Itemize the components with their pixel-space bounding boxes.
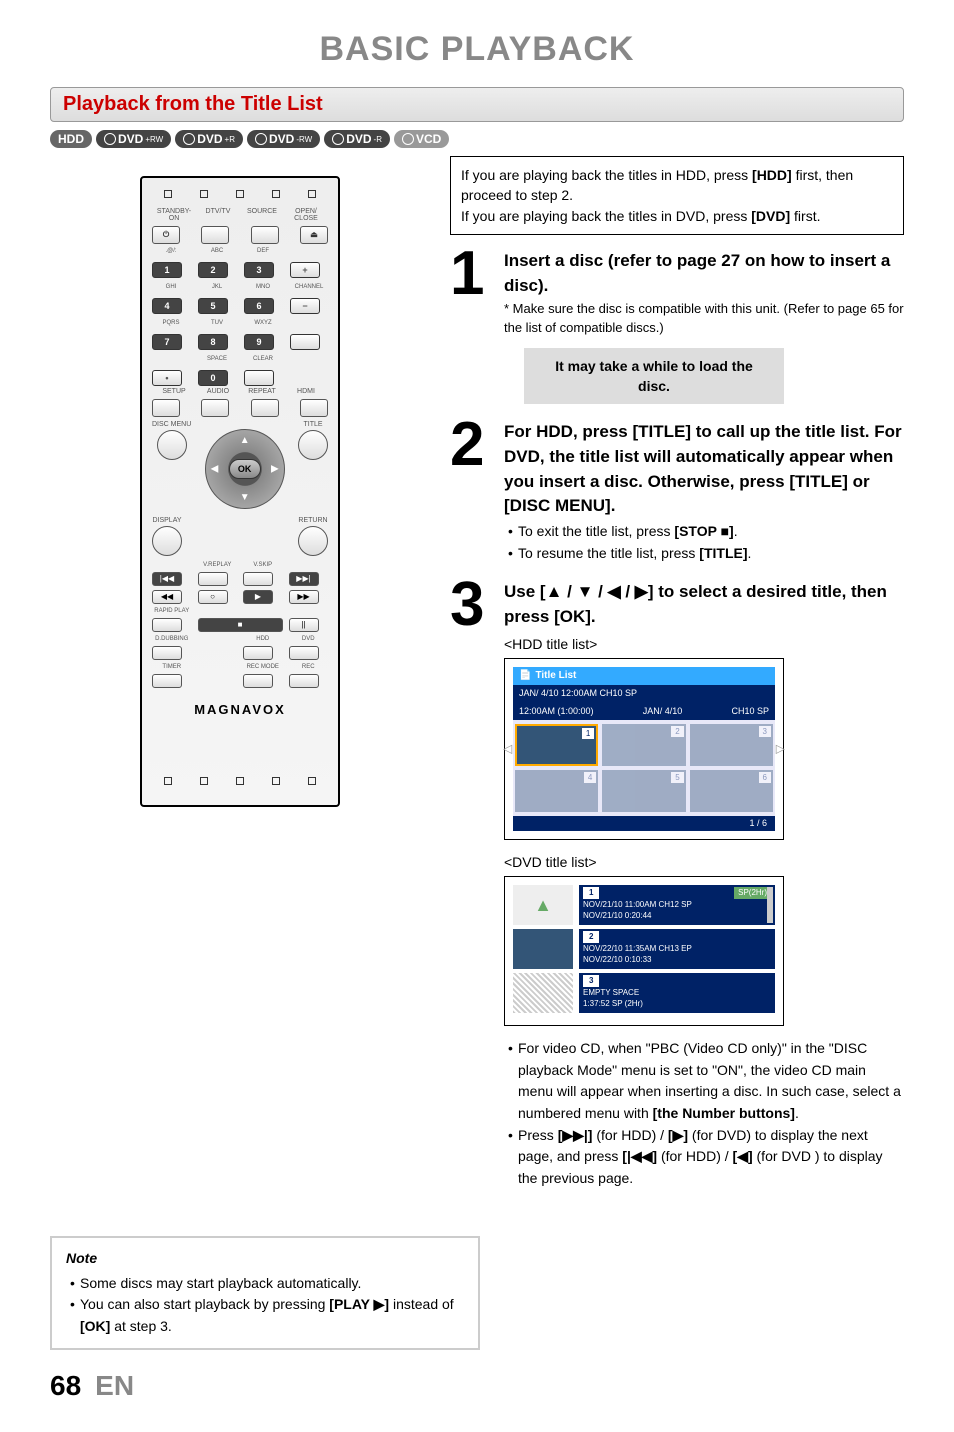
badge-dvd-plusr: DVD+R [175, 130, 243, 148]
source-button [251, 226, 279, 244]
remote-label: STANDBY-ON [152, 208, 196, 222]
title-cell: 6 [690, 770, 773, 812]
hdd-title-list: ◁▷ 📄 Title List JAN/ 4/10 12:00AM CH10 S… [504, 658, 784, 840]
page-number: 68 [50, 1370, 81, 1402]
step-heading: Use [▲ / ▼ / ◀ / ▶] to select a desired … [504, 580, 904, 629]
dvd-thumb [513, 929, 573, 969]
badge-dvd-minusr: DVD-R [324, 130, 390, 148]
note-bullet: Some discs may start playback automatica… [70, 1273, 464, 1295]
eject-button: ⏏ [300, 226, 328, 244]
dvd-titlelist-label: <DVD title list> [504, 852, 904, 872]
step-bullet: For video CD, when "PBC (Video CD only)"… [508, 1038, 904, 1125]
title-cell: 3 [690, 724, 773, 766]
dvd-list-row: 2 NOV/22/10 11:35AM CH13 EPNOV/22/10 0:1… [579, 929, 775, 969]
page-title: BASIC PLAYBACK [50, 30, 904, 69]
title-cell: 5 [602, 770, 685, 812]
step-heading: Insert a disc (refer to page 27 on how t… [504, 249, 904, 298]
note-title: Note [66, 1248, 464, 1269]
step-2: 2 For HDD, press [TITLE] to call up the … [450, 420, 904, 564]
step-bullet: To resume the title list, press [TITLE]. [508, 543, 904, 565]
title-cell: 2 [602, 724, 685, 766]
hdd-titlelist-label: <HDD title list> [504, 634, 904, 654]
badge-dvd-minusrw: DVD-RW [247, 130, 320, 148]
dvd-thumb-empty [513, 973, 573, 1013]
step-number: 3 [450, 580, 500, 1189]
badge-dvd-plusrw: DVD+RW [96, 130, 171, 148]
page-footer: 68 EN [50, 1370, 904, 1402]
dvd-list-row: 3 EMPTY SPACE1:37:52 SP (2Hr) [579, 973, 775, 1013]
title-cell: 1 [515, 724, 598, 766]
step-bullet: To exit the title list, press [STOP ■]. [508, 521, 904, 543]
dtv-button [201, 226, 229, 244]
remote-label: OPEN/ CLOSE [284, 208, 328, 222]
step-subtext: * Make sure the disc is compatible with … [504, 300, 904, 338]
badge-hdd: HDD [50, 130, 92, 148]
dvd-title-list: ▲ 1SP(2Hr) NOV/21/10 11:00AM CH12 SPNOV/… [504, 876, 784, 1026]
dpad: ▲▼◀▶ OK [205, 429, 285, 509]
disc-menu-button [157, 430, 187, 460]
title-list-pager: 1 / 6 [513, 816, 775, 831]
remote-keypad: .@/:ABCDEF 123+ GHIJKLMNOCHANNEL 456− PQ… [152, 248, 328, 386]
media-badges: HDD DVD+RW DVD+R DVD-RW DVD-R VCD [50, 130, 904, 148]
step-1: 1 Insert a disc (refer to page 27 on how… [450, 249, 904, 405]
load-callout: It may take a while to load the disc. [524, 348, 784, 405]
title-button [298, 430, 328, 460]
badge-vcd: VCD [394, 130, 449, 148]
return-button [298, 526, 328, 556]
title-cell: 4 [515, 770, 598, 812]
dvd-list-row: 1SP(2Hr) NOV/21/10 11:00AM CH12 SPNOV/21… [579, 885, 775, 925]
step-3: 3 Use [▲ / ▼ / ◀ / ▶] to select a desire… [450, 580, 904, 1189]
remote-illustration: STANDBY-ON DTV/TV SOURCE OPEN/ CLOSE ⏻ ⏏… [140, 176, 340, 807]
ok-button: OK [229, 459, 261, 479]
remote-label: DTV/TV [196, 208, 240, 222]
display-button [152, 526, 182, 556]
step-bullet: Press [▶▶|] (for HDD) / [▶] (for DVD) to… [508, 1125, 904, 1190]
standby-button: ⏻ [152, 226, 180, 244]
eject-icon: ▲ [513, 885, 573, 925]
note-bullet: You can also start playback by pressing … [70, 1294, 464, 1337]
step-number: 2 [450, 420, 500, 564]
step-number: 1 [450, 249, 500, 405]
preface-box: If you are playing back the titles in HD… [450, 156, 904, 235]
page-language: EN [95, 1370, 134, 1402]
section-header: Playback from the Title List [50, 87, 904, 122]
remote-label: SOURCE [240, 208, 284, 222]
remote-brand: MAGNAVOX [152, 702, 328, 717]
section-title: Playback from the Title List [63, 93, 323, 115]
step-heading: For HDD, press [TITLE] to call up the ti… [504, 420, 904, 519]
note-box: Note Some discs may start playback autom… [50, 1236, 480, 1350]
